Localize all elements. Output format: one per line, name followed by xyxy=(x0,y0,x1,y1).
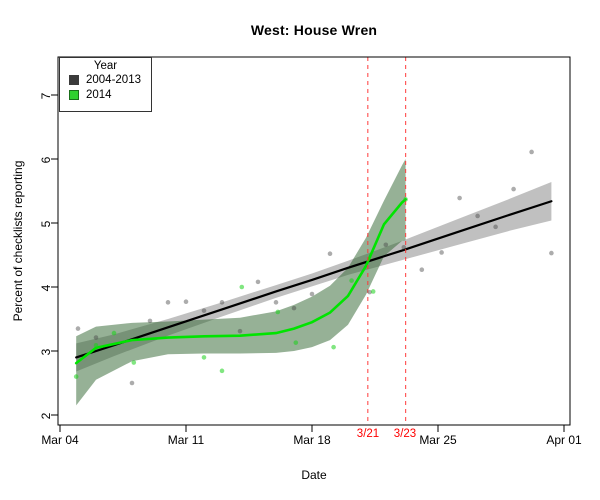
data-point-2014 xyxy=(331,344,336,350)
data-point-2004-2013 xyxy=(549,250,554,256)
y-tick-label: 4 xyxy=(39,284,53,292)
y-tick-label: 3 xyxy=(39,348,53,356)
trend-line-2014 xyxy=(74,198,407,365)
x-tick-label: Mar 11 xyxy=(167,433,205,447)
data-point-2004-2013 xyxy=(439,250,444,255)
vline-date-label: 3/21 xyxy=(356,428,380,440)
data-point-2014 xyxy=(111,330,117,336)
data-point-2014 xyxy=(93,342,99,348)
data-point-2004-2013 xyxy=(511,186,516,192)
legend: Year 2004-2013 2014 xyxy=(59,57,152,112)
legend-title: Year xyxy=(93,60,118,72)
data-point-2004-2013 xyxy=(475,213,480,219)
y-tick-label: 7 xyxy=(39,92,53,100)
data-point-2004-2013 xyxy=(383,242,389,248)
x-tick-label: Mar 25 xyxy=(419,433,457,447)
data-point-2004-2013 xyxy=(529,149,534,155)
plot-border xyxy=(57,56,571,426)
vline-date-label: 3/23 xyxy=(393,428,417,440)
chart-title: West: House Wren xyxy=(250,22,378,38)
x-tick-label: Mar 18 xyxy=(293,433,331,447)
data-point-2014 xyxy=(201,355,207,360)
data-point-2014 xyxy=(293,340,299,345)
y-tick-label: 6 xyxy=(39,156,53,164)
legend-label: 2004-2013 xyxy=(86,73,141,86)
legend-item-2014: 2014 xyxy=(60,87,151,102)
data-point-2004-2013 xyxy=(147,318,153,324)
data-point-2004-2013 xyxy=(201,308,207,313)
data-point-2004-2013 xyxy=(291,305,297,311)
data-point-2004-2013 xyxy=(327,251,333,257)
data-point-2004-2013 xyxy=(401,245,407,250)
data-point-2004-2013 xyxy=(165,300,171,305)
trend-line-2004-2013 xyxy=(75,200,553,359)
data-point-2014 xyxy=(219,368,225,374)
x-axis-title: Date xyxy=(301,468,327,482)
data-point-2004-2013 xyxy=(367,289,372,295)
data-point-2014 xyxy=(403,197,408,202)
data-point-2004-2013 xyxy=(255,279,261,285)
x-tick-label: Mar 04 xyxy=(41,433,79,447)
x-tick-label: Apr 01 xyxy=(546,433,582,447)
data-point-2004-2013 xyxy=(237,328,243,334)
data-point-2014 xyxy=(239,284,245,290)
data-point-2004-2013 xyxy=(129,380,135,386)
data-point-2004-2013 xyxy=(219,300,225,305)
legend-swatch-gray xyxy=(69,74,79,85)
data-point-2014 xyxy=(275,309,281,315)
data-point-2004-2013 xyxy=(273,300,279,305)
data-point-2014 xyxy=(73,374,79,379)
y-tick-label: 2 xyxy=(39,412,53,420)
data-point-2014 xyxy=(370,289,376,294)
data-point-2004-2013 xyxy=(183,299,189,305)
data-point-2014 xyxy=(131,360,137,365)
data-point-2004-2013 xyxy=(75,326,81,331)
data-point-2014 xyxy=(349,278,354,283)
green-confidence-band xyxy=(76,159,406,406)
data-point-2004-2013 xyxy=(493,224,498,230)
y-tick-label: 5 xyxy=(39,220,53,228)
legend-item-2004-2013: 2004-2013 xyxy=(60,72,151,87)
data-point-2004-2013 xyxy=(93,335,99,340)
data-point-2004-2013 xyxy=(309,291,315,297)
data-point-2004-2013 xyxy=(419,267,425,273)
legend-swatch-green xyxy=(69,89,79,100)
y-axis-title: Percent of checklists reporting xyxy=(11,160,25,322)
data-point-2004-2013 xyxy=(457,195,462,201)
legend-label: 2014 xyxy=(86,88,112,101)
